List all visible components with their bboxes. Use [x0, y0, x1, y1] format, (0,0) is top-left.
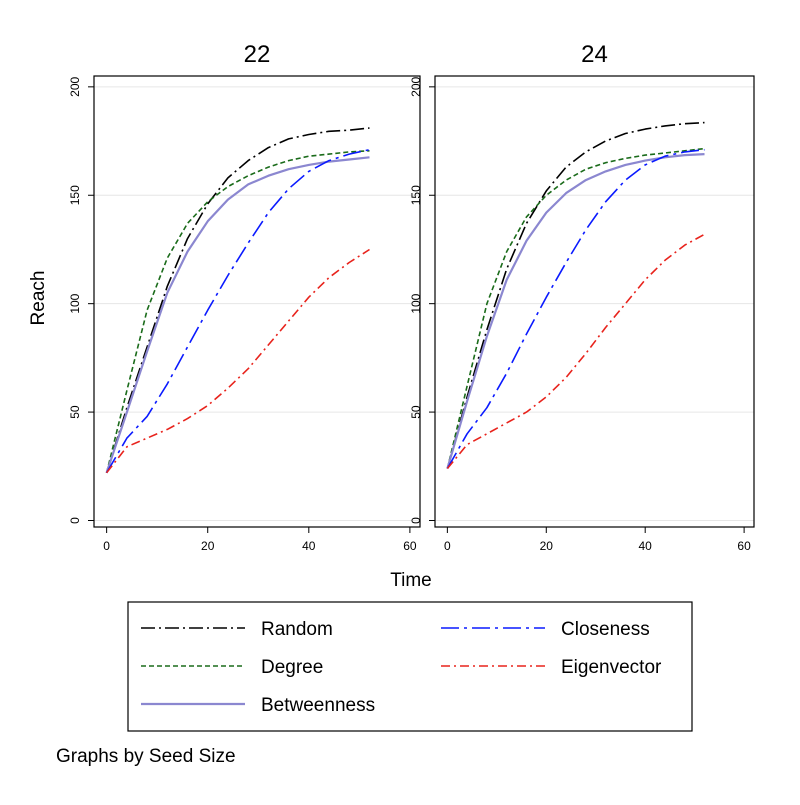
y-tick-label: 200 — [409, 77, 423, 97]
plot-frame — [93, 75, 421, 528]
y-tick-label: 100 — [409, 293, 423, 313]
panel-title: 24 — [581, 41, 608, 68]
y-tick-label: 150 — [68, 185, 82, 205]
plot-frame — [434, 75, 755, 528]
y-axis-label: Reach — [28, 271, 49, 326]
panel-title: 22 — [244, 41, 271, 68]
series-line-eigenvector — [446, 233, 705, 470]
series-line-degree — [446, 147, 705, 469]
panel-22: 22 0 50 100 150 200 0 20 40 60 — [68, 41, 421, 553]
series-line-degree — [105, 150, 370, 473]
x-tick-label: 20 — [540, 539, 554, 553]
series-line-eigenvector — [105, 248, 370, 474]
legend-label-betweenness: Betweenness — [261, 695, 375, 716]
series-line-closeness — [105, 148, 370, 474]
y-tick-label: 0 — [409, 517, 423, 524]
x-tick-label: 60 — [737, 539, 751, 553]
legend-label-closeness: Closeness — [561, 619, 650, 640]
y-tick-label: 100 — [68, 293, 82, 313]
legend-label-eigenvector: Eigenvector — [561, 657, 662, 678]
y-tick-label: 50 — [409, 405, 423, 419]
x-tick-label: 0 — [444, 539, 451, 553]
legend-label-random: Random — [261, 619, 333, 640]
x-axis-label: Time — [390, 570, 432, 591]
y-tick-label: 150 — [409, 185, 423, 205]
series-line-closeness — [446, 148, 705, 469]
x-tick-label: 40 — [639, 539, 653, 553]
y-tick-label: 200 — [68, 77, 82, 97]
legend-label-degree: Degree — [261, 657, 323, 678]
y-tick-label: 50 — [68, 405, 82, 419]
y-tick-label: 0 — [68, 517, 82, 524]
x-tick-label: 20 — [201, 539, 215, 553]
x-tick-label: 40 — [302, 539, 316, 553]
x-tick-label: 0 — [103, 539, 110, 553]
panels: 22 0 50 100 150 200 0 20 40 60 24 0 50 100 150 200 0 20 40… — [68, 41, 755, 553]
graphs-by-note: Graphs by Seed Size — [56, 746, 236, 767]
panel-24: 24 0 50 100 150 200 0 20 40 60 — [409, 41, 755, 553]
series-line-random — [446, 121, 705, 469]
x-tick-label: 60 — [403, 539, 417, 553]
legend: Random Closeness Degree Eigenvector Betweenn… — [127, 601, 693, 732]
